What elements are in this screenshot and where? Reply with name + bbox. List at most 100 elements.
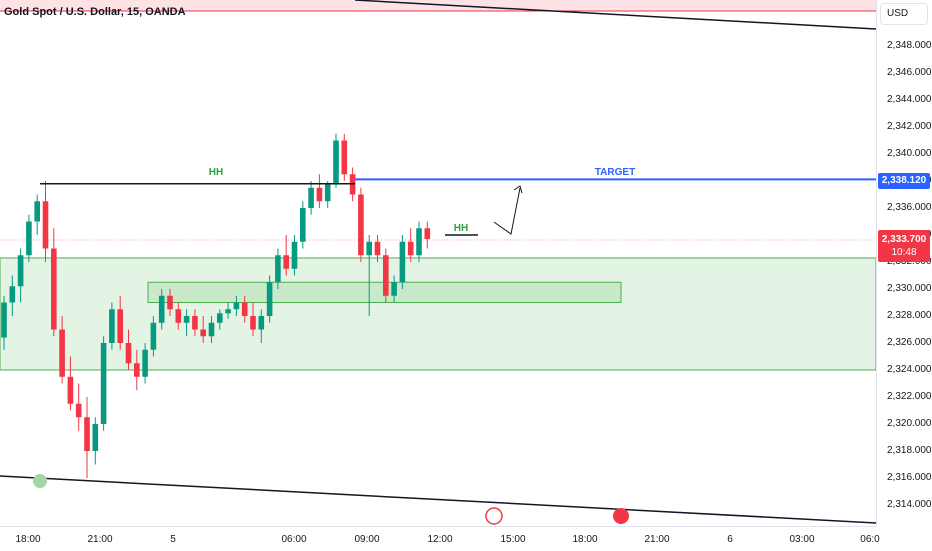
- bearish-candle: [341, 140, 348, 175]
- bullish-candle: [92, 424, 99, 451]
- price-tick-label: 2,316.000: [887, 472, 932, 483]
- time-tick-label: 21:00: [87, 534, 113, 545]
- bullish-candle: [333, 140, 339, 184]
- price-tick-label: 2,326.000: [887, 337, 932, 348]
- target-label: TARGET: [595, 167, 635, 178]
- price-tick-label: 2,318.000: [887, 445, 932, 456]
- bullish-candle: [109, 309, 115, 343]
- bearish-candle: [42, 201, 49, 249]
- channel-upper-line: [354, 0, 876, 30]
- bearish-candle: [167, 295, 173, 310]
- bullish-candle: [366, 241, 372, 256]
- price-tick-label: 2,324.000: [887, 364, 932, 375]
- price-tick-label: 2,342.000: [887, 121, 932, 132]
- projection-arrowhead: [513, 185, 523, 194]
- bearish-candle: [75, 403, 82, 418]
- bearish-candle: [59, 329, 65, 377]
- hh-left-label: HH: [209, 167, 223, 178]
- bearish-candle: [84, 417, 90, 451]
- price-tick-label: 2,346.000: [887, 67, 932, 78]
- bearish-candle: [407, 241, 414, 256]
- time-axis[interactable]: 18:00 21:00 5 06:00 09:00 12:00 15:00 18:00 21:0…: [0, 526, 880, 551]
- bullish-candle: [225, 309, 231, 314]
- target-price-tag: 2,338.120: [878, 173, 930, 189]
- price-tick-label: 2,348.000: [887, 40, 932, 51]
- bullish-candle: [17, 255, 24, 287]
- price-tick-label: 2,340.000: [887, 148, 932, 159]
- bullish-candle: [233, 302, 240, 310]
- demand-zone: [0, 257, 876, 371]
- bearish-candle: [250, 316, 256, 330]
- bar-countdown: 10:48: [891, 247, 917, 258]
- bullish-candle: [34, 201, 40, 222]
- price-chart[interactable]: HH TARGET HH: [0, 0, 876, 526]
- price-tick-label: 2,328.000: [887, 310, 932, 321]
- bullish-candle: [142, 349, 148, 377]
- bearish-candle: [125, 343, 132, 364]
- time-tick-label: 06:00: [281, 534, 307, 545]
- channel-lower-line: [0, 475, 876, 524]
- bullish-candle: [208, 322, 215, 337]
- time-tick-label: 6: [727, 534, 733, 545]
- time-tick-label: 12:00: [427, 534, 453, 545]
- bearish-candle: [316, 187, 323, 202]
- resistance-band: [0, 0, 876, 11]
- bullish-candle: [300, 208, 306, 242]
- bearish-candle: [67, 376, 74, 404]
- bullish-candle: [308, 187, 314, 208]
- bullish-candle: [324, 183, 331, 202]
- bullish-candle: [1, 302, 7, 338]
- price-tick-label: 2,330.000: [887, 283, 932, 294]
- bullish-candle: [183, 316, 190, 323]
- price-scale[interactable]: 2,348.000 2,346.000 2,344.000 2,342.000 2,34…: [876, 0, 932, 526]
- bearish-candle: [200, 329, 206, 337]
- time-tick-label: 09:00: [354, 534, 380, 545]
- last-price-value: 2,333.700: [881, 234, 927, 245]
- bearish-candle: [358, 194, 364, 256]
- bullish-candle: [26, 221, 32, 256]
- last-price-tag: 2,333.700 10:48: [878, 230, 930, 262]
- currency-selector[interactable]: USD: [880, 3, 928, 25]
- bullish-candle: [9, 286, 16, 303]
- bullish-candle: [291, 241, 298, 269]
- bearish-candle: [175, 309, 182, 323]
- symbol-title[interactable]: Gold Spot / U.S. Dollar, 15, OANDA: [4, 6, 186, 18]
- bullish-candle: [391, 282, 397, 296]
- price-tick-label: 2,320.000: [887, 418, 932, 429]
- bearish-candle: [51, 248, 57, 330]
- time-tick-label: 21:00: [644, 534, 670, 545]
- time-tick-label: 06:0: [860, 534, 880, 545]
- bearish-candle: [424, 228, 431, 240]
- time-tick-label: 15:00: [500, 534, 526, 545]
- bearish-candle: [241, 302, 248, 316]
- bearish-candle: [117, 309, 123, 343]
- time-tick-label: 03:00: [789, 534, 815, 545]
- bullish-candle: [399, 241, 406, 283]
- bullish-candle: [266, 282, 273, 316]
- bullish-candle: [258, 316, 265, 330]
- price-tick-label: 2,336.000: [887, 202, 932, 213]
- dividend-marker: [33, 474, 47, 488]
- bearish-candle: [374, 241, 381, 256]
- projection-path: [493, 187, 521, 235]
- bearish-candle: [192, 316, 198, 330]
- price-tick-label: 2,314.000: [887, 499, 932, 510]
- bullish-candle: [217, 313, 223, 323]
- us-flag-event-icon: [613, 508, 629, 524]
- bullish-candle: [416, 228, 422, 256]
- bullish-candle: [150, 322, 157, 350]
- price-tick-label: 2,344.000: [887, 94, 932, 105]
- bullish-candle: [100, 343, 107, 424]
- time-tick-label: 5: [170, 534, 176, 545]
- time-tick-label: 18:00: [15, 534, 41, 545]
- time-tick-label: 18:00: [572, 534, 598, 545]
- bearish-candle: [283, 255, 289, 269]
- bullish-candle: [158, 295, 165, 323]
- bullish-candle: [275, 255, 281, 283]
- bearish-candle: [134, 363, 140, 377]
- bearish-candle: [383, 255, 389, 296]
- price-tick-label: 2,322.000: [887, 391, 932, 402]
- hh-right-label: HH: [454, 223, 468, 234]
- news-lightning-icon: [485, 507, 503, 525]
